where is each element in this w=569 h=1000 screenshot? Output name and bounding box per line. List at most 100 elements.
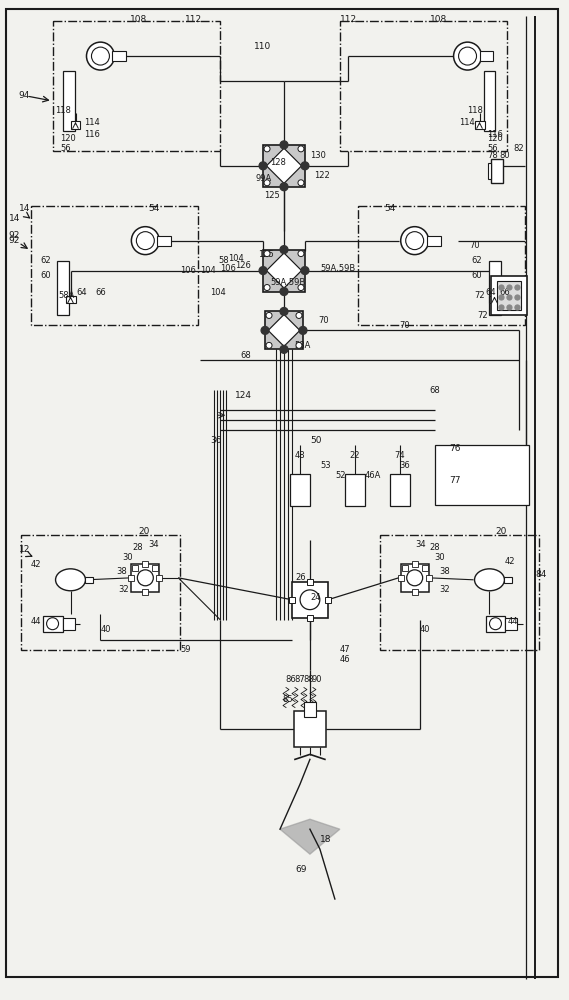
Text: 85: 85	[282, 695, 292, 704]
Bar	[290, 474, 310, 506]
Bar	[133, 565, 138, 571]
Text: 88: 88	[303, 675, 314, 684]
Polygon shape	[266, 148, 302, 183]
Ellipse shape	[459, 47, 476, 65]
Text: 70: 70	[399, 321, 410, 330]
Text: 64: 64	[76, 288, 87, 297]
Text: 48: 48	[295, 451, 306, 460]
Bar	[142, 589, 149, 595]
Text: 34: 34	[149, 540, 159, 549]
Text: 104: 104	[210, 288, 226, 297]
Bar	[304, 702, 316, 717]
Text: 125: 125	[258, 250, 274, 259]
Bar	[263, 145, 305, 187]
Circle shape	[298, 146, 304, 152]
Text: 60: 60	[472, 271, 482, 280]
Text: 47: 47	[340, 645, 351, 654]
Text: 36: 36	[399, 461, 410, 470]
Bar	[412, 589, 418, 595]
Bar	[398, 575, 404, 581]
Ellipse shape	[137, 232, 154, 250]
Bar	[497, 281, 521, 310]
Text: 108: 108	[430, 15, 447, 24]
Circle shape	[515, 295, 520, 300]
Text: 50: 50	[310, 436, 321, 445]
Circle shape	[515, 285, 520, 290]
Polygon shape	[280, 819, 340, 854]
Text: 110: 110	[254, 42, 271, 51]
Circle shape	[47, 618, 59, 630]
Text: 52: 52	[335, 471, 345, 480]
Bar	[157, 236, 171, 246]
Text: 116: 116	[84, 130, 100, 139]
Bar	[485, 616, 505, 632]
Bar	[131, 564, 159, 592]
Bar	[265, 311, 303, 349]
Bar	[475, 121, 485, 129]
Circle shape	[280, 141, 288, 149]
Text: 72: 72	[477, 311, 488, 320]
Ellipse shape	[475, 569, 505, 591]
Text: 70: 70	[318, 316, 328, 325]
Text: 66: 66	[500, 288, 510, 297]
Text: 87: 87	[294, 675, 305, 684]
Circle shape	[298, 285, 304, 291]
Text: 69: 69	[295, 865, 307, 874]
Bar	[65, 296, 76, 303]
Circle shape	[407, 570, 423, 586]
Circle shape	[264, 251, 270, 257]
Text: 64: 64	[485, 288, 496, 297]
Text: 32: 32	[440, 585, 450, 594]
Bar	[505, 618, 517, 630]
Bar	[380, 535, 539, 650]
Circle shape	[301, 162, 309, 170]
Text: 106: 106	[220, 264, 236, 273]
Text: 34: 34	[416, 540, 426, 549]
Circle shape	[499, 295, 504, 300]
Circle shape	[280, 288, 288, 296]
Bar	[435, 445, 529, 505]
Text: 112: 112	[340, 15, 357, 24]
Text: 32: 32	[118, 585, 129, 594]
Bar	[63, 618, 75, 630]
Circle shape	[499, 285, 504, 290]
Bar	[489, 296, 500, 303]
Text: 112: 112	[185, 15, 203, 24]
Bar	[325, 597, 331, 603]
Polygon shape	[268, 314, 300, 346]
Text: 104: 104	[228, 254, 244, 263]
Text: 58A: 58A	[59, 291, 75, 300]
Bar	[56, 261, 68, 315]
Circle shape	[301, 267, 309, 275]
Text: 44: 44	[31, 617, 41, 626]
Circle shape	[507, 295, 512, 300]
Circle shape	[300, 590, 320, 610]
Circle shape	[515, 305, 520, 310]
Text: 120: 120	[60, 134, 76, 143]
Circle shape	[507, 285, 512, 290]
Text: 92: 92	[9, 236, 20, 245]
Text: 80: 80	[500, 151, 510, 160]
Circle shape	[280, 183, 288, 191]
Bar	[426, 575, 432, 581]
Circle shape	[489, 618, 501, 630]
Bar	[427, 236, 440, 246]
Bar	[113, 51, 126, 61]
Bar	[289, 597, 295, 603]
Polygon shape	[266, 253, 302, 288]
Text: 58A: 58A	[294, 341, 310, 350]
Text: 78: 78	[488, 151, 498, 160]
Bar	[294, 711, 326, 747]
Text: 60: 60	[40, 271, 51, 280]
Text: 30: 30	[122, 553, 133, 562]
Bar	[152, 565, 158, 571]
Text: 68: 68	[240, 351, 251, 360]
Bar	[63, 71, 75, 131]
Circle shape	[296, 342, 302, 348]
Bar	[505, 577, 513, 583]
Text: 40: 40	[101, 625, 111, 634]
Text: 26: 26	[295, 573, 306, 582]
Circle shape	[264, 146, 270, 152]
Bar	[422, 565, 428, 571]
Bar	[484, 71, 496, 131]
